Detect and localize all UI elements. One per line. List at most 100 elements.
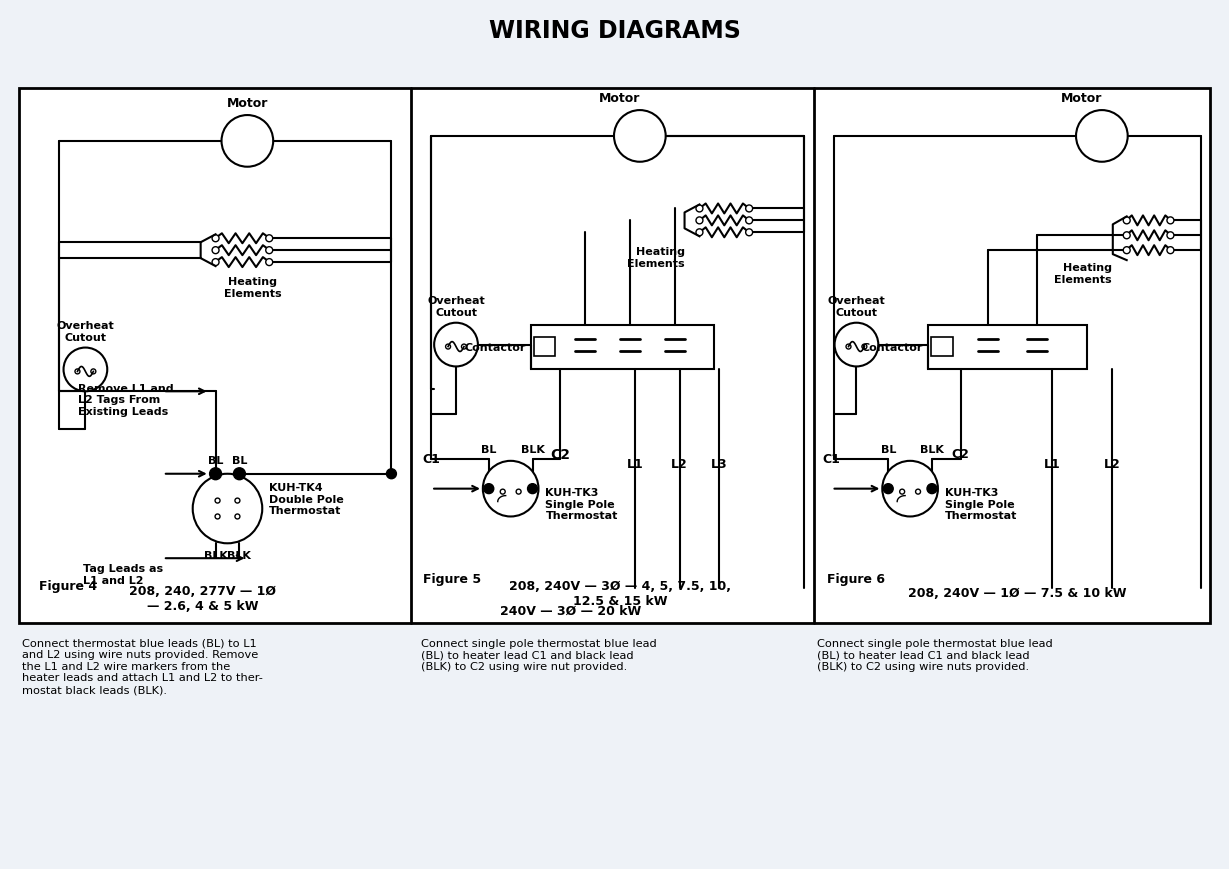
Circle shape: [235, 514, 240, 520]
Text: Connect single pole thermostat blue lead
(BL) to heater lead C1 and black lead
(: Connect single pole thermostat blue lead…: [817, 638, 1052, 671]
Circle shape: [527, 484, 537, 494]
Text: Connect thermostat blue leads (BL) to L1
and L2 using wire nuts provided. Remove: Connect thermostat blue leads (BL) to L1…: [22, 638, 263, 694]
Text: Overheat
Cutout: Overheat Cutout: [57, 321, 114, 342]
Text: L1: L1: [627, 458, 643, 471]
Circle shape: [213, 248, 219, 255]
Text: L1: L1: [1043, 458, 1061, 471]
Text: Contactor: Contactor: [862, 342, 923, 353]
Circle shape: [614, 111, 666, 163]
Circle shape: [746, 229, 752, 236]
Circle shape: [516, 489, 521, 494]
Text: KUH-TK4
Double Pole
Thermostat: KUH-TK4 Double Pole Thermostat: [269, 482, 344, 515]
Text: C1: C1: [423, 453, 440, 466]
Text: Figure 4: Figure 4: [38, 579, 97, 592]
Circle shape: [1168, 217, 1174, 224]
Bar: [928, 325, 1086, 370]
Circle shape: [483, 461, 538, 517]
Text: Figure 6: Figure 6: [827, 572, 885, 585]
Text: L2: L2: [1104, 458, 1120, 471]
Circle shape: [265, 248, 273, 255]
Circle shape: [746, 206, 752, 213]
Circle shape: [234, 468, 246, 481]
Text: 208, 240, 277V — 1Ø
— 2.6, 4 & 5 kW: 208, 240, 277V — 1Ø — 2.6, 4 & 5 kW: [129, 584, 277, 613]
Circle shape: [696, 217, 703, 224]
Circle shape: [446, 345, 451, 349]
Polygon shape: [685, 205, 699, 237]
Text: BL: BL: [232, 455, 247, 465]
Circle shape: [64, 348, 107, 392]
Text: Motor: Motor: [600, 92, 640, 105]
Text: Contactor: Contactor: [465, 342, 526, 353]
Text: C2: C2: [551, 448, 570, 461]
Circle shape: [884, 484, 893, 494]
Text: Heating
Elements: Heating Elements: [224, 276, 281, 298]
Circle shape: [862, 345, 866, 349]
Text: BLK: BLK: [227, 551, 252, 561]
Circle shape: [484, 484, 494, 494]
Circle shape: [834, 323, 879, 367]
Text: BLK: BLK: [204, 551, 227, 561]
Circle shape: [696, 206, 703, 213]
Text: 208, 240V — 3Ø — 4, 5, 7.5, 10,
12.5 & 15 kW: 208, 240V — 3Ø — 4, 5, 7.5, 10, 12.5 & 1…: [509, 580, 731, 607]
Text: L2: L2: [671, 458, 688, 471]
Text: BL: BL: [481, 444, 497, 454]
Circle shape: [746, 217, 752, 224]
Text: 208, 240V — 1Ø — 7.5 & 10 kW: 208, 240V — 1Ø — 7.5 & 10 kW: [908, 587, 1127, 600]
Circle shape: [215, 514, 220, 520]
Text: BLK: BLK: [921, 444, 944, 454]
Text: KUH-TK3
Single Pole
Thermostat: KUH-TK3 Single Pole Thermostat: [945, 488, 1018, 521]
Circle shape: [235, 499, 240, 503]
Text: Heating
Elements: Heating Elements: [1054, 262, 1112, 284]
Circle shape: [193, 474, 262, 544]
Circle shape: [386, 469, 397, 479]
Bar: [531, 325, 714, 370]
Text: L3: L3: [712, 458, 728, 471]
Text: BL: BL: [880, 444, 896, 454]
Circle shape: [916, 489, 921, 494]
Text: Overheat
Cutout: Overheat Cutout: [827, 295, 885, 317]
Bar: [18, 90, 1211, 623]
Circle shape: [265, 259, 273, 266]
Text: Connect single pole thermostat blue lead
(BL) to heater lead C1 and black lead
(: Connect single pole thermostat blue lead…: [422, 638, 658, 671]
Text: Motor: Motor: [226, 97, 268, 110]
Text: KUH-TK3
Single Pole
Thermostat: KUH-TK3 Single Pole Thermostat: [546, 488, 618, 521]
Circle shape: [500, 489, 505, 494]
Polygon shape: [1112, 217, 1127, 261]
Circle shape: [221, 116, 273, 168]
Circle shape: [434, 323, 478, 367]
Circle shape: [1123, 233, 1131, 240]
Circle shape: [900, 489, 905, 494]
Circle shape: [1077, 111, 1128, 163]
Circle shape: [1123, 248, 1131, 255]
Text: C1: C1: [822, 453, 841, 466]
Circle shape: [1123, 217, 1131, 224]
Bar: [533, 337, 556, 357]
Text: Overheat
Cutout: Overheat Cutout: [428, 295, 485, 317]
Text: Heating
Elements: Heating Elements: [627, 247, 685, 269]
Text: Motor: Motor: [1062, 92, 1102, 105]
Circle shape: [461, 345, 467, 349]
Circle shape: [882, 461, 938, 517]
Circle shape: [210, 468, 221, 481]
Circle shape: [927, 484, 936, 494]
Circle shape: [213, 235, 219, 242]
Text: Figure 5: Figure 5: [423, 572, 482, 585]
Bar: [930, 337, 952, 357]
Circle shape: [265, 235, 273, 242]
Text: WIRING DIAGRAMS: WIRING DIAGRAMS: [489, 18, 740, 43]
Text: BL: BL: [208, 455, 224, 465]
Text: Remove L1 and
L2 Tags From
Existing Leads: Remove L1 and L2 Tags From Existing Lead…: [79, 383, 175, 416]
Circle shape: [91, 369, 96, 375]
Text: C2: C2: [951, 448, 970, 461]
Circle shape: [213, 259, 219, 266]
Circle shape: [1168, 233, 1174, 240]
Circle shape: [75, 369, 80, 375]
Circle shape: [215, 499, 220, 503]
Circle shape: [696, 229, 703, 236]
Text: BLK: BLK: [521, 444, 544, 454]
Text: 240V — 3Ø — 20 kW: 240V — 3Ø — 20 kW: [500, 604, 640, 617]
Text: Tag Leads as
L1 and L2: Tag Leads as L1 and L2: [84, 563, 163, 585]
Polygon shape: [200, 235, 215, 267]
Circle shape: [846, 345, 850, 349]
Circle shape: [1168, 248, 1174, 255]
